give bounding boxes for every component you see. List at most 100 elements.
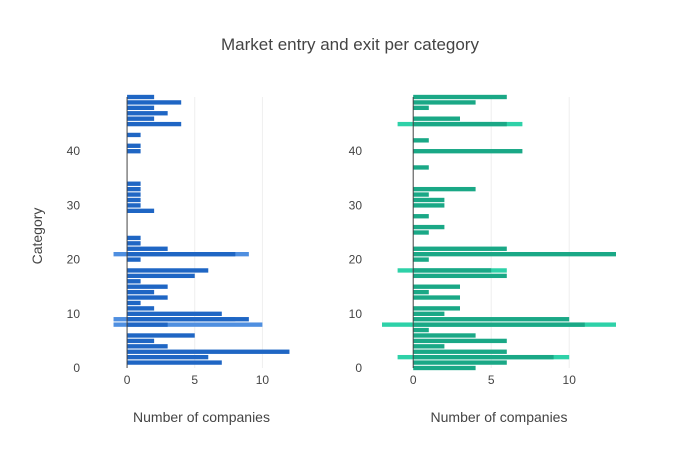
bar-category-45: [413, 121, 507, 127]
bar-category-50: [127, 94, 155, 100]
bar-category-2: [127, 354, 209, 360]
bar-category-28: [413, 214, 429, 219]
bar-category-31: [413, 197, 445, 203]
bar-category-32: [127, 192, 141, 197]
bar-category-3: [413, 349, 507, 354]
bar-category-20: [413, 257, 429, 262]
bar-category-10: [127, 311, 222, 316]
bar-category-41: [127, 143, 141, 148]
bar-category-17: [413, 273, 507, 279]
panel-2: 0 5 10 0 10 20 30 40 Number of companies: [349, 94, 616, 425]
y-tick-label: 40: [349, 144, 363, 158]
bar-category-17: [127, 273, 195, 279]
bar-category-5: [413, 338, 507, 344]
bar-category-3: [127, 349, 290, 354]
bar-category-6: [413, 333, 476, 338]
bar-category-24: [127, 235, 141, 241]
panels: 0 5 10 0 10 20 30 40 Number of companies 0 5 10 0 10 2…: [67, 94, 616, 425]
bar-category-32: [413, 192, 429, 197]
bar-category-25: [413, 230, 429, 235]
bar-category-30: [127, 203, 141, 208]
side-bar-8: [127, 322, 263, 327]
bar-category-10: [413, 311, 445, 316]
bar-category-0: [413, 365, 476, 371]
y-tick-label: 10: [67, 307, 81, 321]
bar-category-21: [127, 252, 236, 257]
y-axis-title: Category: [29, 208, 45, 265]
side-bar-2: [397, 354, 414, 360]
bar-category-42: [413, 138, 429, 143]
y-tick-label: 10: [349, 307, 363, 321]
bar-category-11: [127, 306, 155, 311]
bar-category-33: [127, 186, 141, 192]
x-axis-title: Number of companies: [431, 409, 568, 425]
y-tick-label: 0: [355, 361, 362, 375]
bar-category-22: [127, 246, 168, 251]
bar-category-50: [413, 94, 507, 100]
bar-category-14: [127, 289, 155, 295]
bar-category-43: [127, 132, 141, 138]
bar-category-18: [127, 268, 209, 273]
bar-category-15: [413, 284, 460, 289]
bar-category-14: [413, 289, 429, 295]
bar-category-2: [413, 354, 554, 360]
bar-category-4: [413, 344, 445, 349]
bar-category-31: [127, 197, 141, 203]
y-tick-label: 30: [67, 198, 81, 212]
x-tick-label: 10: [563, 373, 577, 387]
bar-category-22: [413, 246, 507, 251]
bar-category-8: [127, 322, 168, 327]
bar-category-33: [413, 186, 476, 192]
y-tick-label: 20: [349, 253, 363, 267]
x-tick-label: 0: [410, 373, 417, 387]
bar-category-4: [127, 344, 168, 349]
side-bar-21: [113, 252, 128, 257]
bar-category-40: [127, 149, 141, 154]
y-tick-label: 20: [67, 253, 81, 267]
bar-category-26: [413, 224, 445, 230]
bar-category-6: [127, 333, 195, 338]
bar-category-15: [127, 284, 168, 289]
bar-category-40: [413, 149, 523, 154]
bar-category-1: [413, 360, 507, 365]
bar-category-9: [413, 317, 570, 322]
bar-category-49: [127, 100, 182, 105]
bar-category-37: [413, 165, 429, 170]
bar-category-13: [127, 295, 168, 300]
bar-category-34: [127, 181, 141, 186]
bar-category-21: [413, 252, 616, 257]
bar-category-12: [127, 300, 141, 306]
side-bar-18: [397, 268, 414, 273]
bar-category-18: [413, 268, 492, 273]
y-tick-label: 0: [73, 361, 80, 375]
bar-category-48: [127, 105, 155, 111]
x-tick-label: 10: [256, 373, 270, 387]
bar-category-48: [413, 105, 429, 111]
bar-category-23: [127, 241, 141, 246]
side-bar-8: [113, 322, 128, 327]
side-bar-45: [397, 121, 414, 127]
bar-category-46: [127, 116, 155, 121]
bar-category-49: [413, 100, 476, 105]
bar-category-5: [127, 338, 155, 344]
bar-category-46: [413, 116, 460, 121]
chart-title: Market entry and exit per category: [221, 35, 479, 54]
bar-category-20: [127, 257, 141, 262]
bar-category-47: [127, 111, 168, 116]
x-tick-label: 5: [488, 373, 495, 387]
bar-category-16: [127, 279, 141, 284]
y-tick-label: 30: [349, 198, 363, 212]
bar-category-45: [127, 121, 182, 127]
bar-category-29: [127, 208, 155, 213]
x-tick-label: 0: [124, 373, 131, 387]
panel-1: 0 5 10 0 10 20 30 40 Number of companies: [67, 94, 290, 425]
bar-category-30: [413, 203, 445, 208]
bar-category-11: [413, 306, 460, 311]
x-tick-label: 5: [191, 373, 198, 387]
side-bar-9: [113, 317, 128, 322]
bar-category-7: [413, 327, 429, 333]
side-bar-8: [382, 322, 414, 327]
x-axis-title: Number of companies: [133, 409, 270, 425]
